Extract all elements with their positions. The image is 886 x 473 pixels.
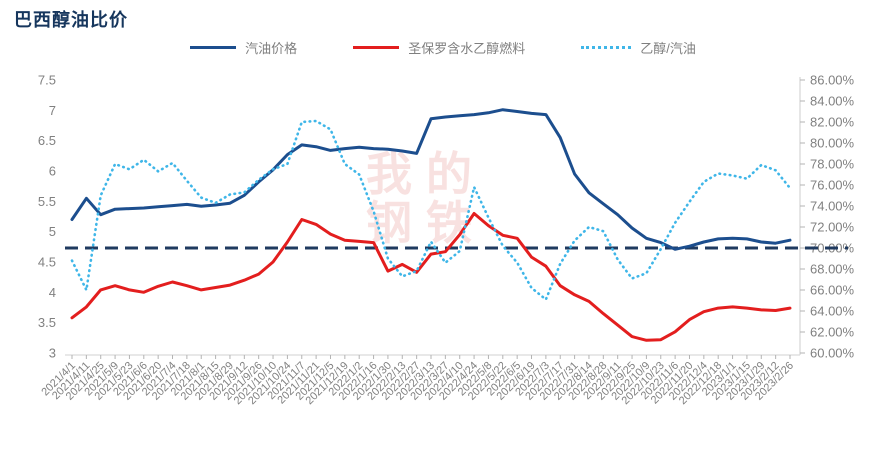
y-right-tick-label: 62.00% bbox=[810, 325, 855, 340]
page-title: 巴西醇油比价 bbox=[14, 10, 128, 30]
y-right-tick-label: 80.00% bbox=[810, 136, 855, 151]
y-left-tick-label: 5.5 bbox=[38, 194, 56, 209]
series-ethanol-fuel-price bbox=[70, 212, 792, 342]
legend-item-gasoline[interactable]: 汽油价格 bbox=[190, 38, 297, 57]
legend-label-ethanol: 圣保罗含水乙醇燃料 bbox=[408, 41, 526, 56]
y-right-tick-label: 82.00% bbox=[810, 115, 855, 130]
legend-label-gasoline: 汽油价格 bbox=[245, 41, 298, 56]
y-left-tick-label: 7.5 bbox=[38, 73, 56, 88]
y-left-tick-label: 4 bbox=[49, 285, 56, 300]
legend-item-ratio[interactable]: 乙醇/汽油 bbox=[581, 38, 696, 57]
series-gasoline-price bbox=[70, 108, 792, 251]
legend-label-ratio: 乙醇/汽油 bbox=[640, 41, 696, 56]
series-ethanol-gasoline-ratio bbox=[70, 119, 792, 301]
ethanol-line-swatch-icon bbox=[353, 46, 400, 49]
y-right-tick-label: 74.00% bbox=[810, 199, 855, 214]
legend: 汽油价格 圣保罗含水乙醇燃料 乙醇/汽油 bbox=[0, 38, 886, 57]
y-right-tick-label: 68.00% bbox=[810, 262, 855, 277]
y-left-tick-label: 3.5 bbox=[38, 315, 56, 330]
y-left-tick-label: 7 bbox=[49, 103, 56, 118]
gasoline-line-swatch-icon bbox=[190, 46, 237, 49]
y-right-tick-label: 64.00% bbox=[810, 304, 855, 319]
y-right-tick-label: 76.00% bbox=[810, 178, 855, 193]
y-right-tick-label: 84.00% bbox=[810, 94, 855, 109]
y-right-tick-label: 86.00% bbox=[810, 73, 855, 88]
y-left-tick-label: 5 bbox=[49, 224, 56, 239]
y-left-tick-label: 6.5 bbox=[38, 133, 56, 148]
y-right-tick-label: 66.00% bbox=[810, 283, 855, 298]
y-left-tick-label: 3 bbox=[49, 346, 56, 361]
y-left-tick-label: 6 bbox=[49, 164, 56, 179]
y-left-tick-label: 4.5 bbox=[38, 255, 56, 270]
y-right-tick-label: 60.00% bbox=[810, 346, 855, 361]
ratio-dotted-swatch-icon bbox=[581, 46, 632, 49]
y-right-tick-label: 72.00% bbox=[810, 220, 855, 235]
y-right-tick-label: 78.00% bbox=[810, 157, 855, 172]
legend-item-ethanol[interactable]: 圣保罗含水乙醇燃料 bbox=[353, 38, 525, 57]
